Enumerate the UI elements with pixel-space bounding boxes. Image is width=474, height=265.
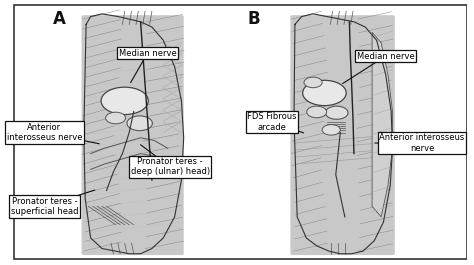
Circle shape — [322, 125, 340, 135]
Text: Anterior
interosseus nerve: Anterior interosseus nerve — [7, 123, 82, 142]
Circle shape — [302, 80, 346, 106]
Text: Median nerve: Median nerve — [118, 49, 176, 58]
Text: Anterior interosseus
nerve: Anterior interosseus nerve — [379, 133, 465, 153]
FancyBboxPatch shape — [291, 15, 395, 255]
Text: FDS Fibrous
arcade: FDS Fibrous arcade — [247, 112, 297, 132]
Circle shape — [304, 77, 322, 88]
Text: A: A — [53, 10, 65, 28]
Circle shape — [127, 116, 152, 131]
Text: Pronator teres -
superficial head: Pronator teres - superficial head — [10, 197, 78, 216]
Circle shape — [325, 106, 348, 119]
Polygon shape — [372, 32, 392, 217]
Text: Pronator teres -
deep (ulnar) head): Pronator teres - deep (ulnar) head) — [130, 157, 210, 176]
Text: B: B — [248, 10, 260, 28]
FancyBboxPatch shape — [82, 15, 184, 255]
Text: Median nerve: Median nerve — [357, 52, 415, 61]
FancyBboxPatch shape — [14, 5, 466, 259]
Circle shape — [106, 112, 126, 124]
Circle shape — [307, 106, 327, 118]
Circle shape — [101, 87, 148, 114]
